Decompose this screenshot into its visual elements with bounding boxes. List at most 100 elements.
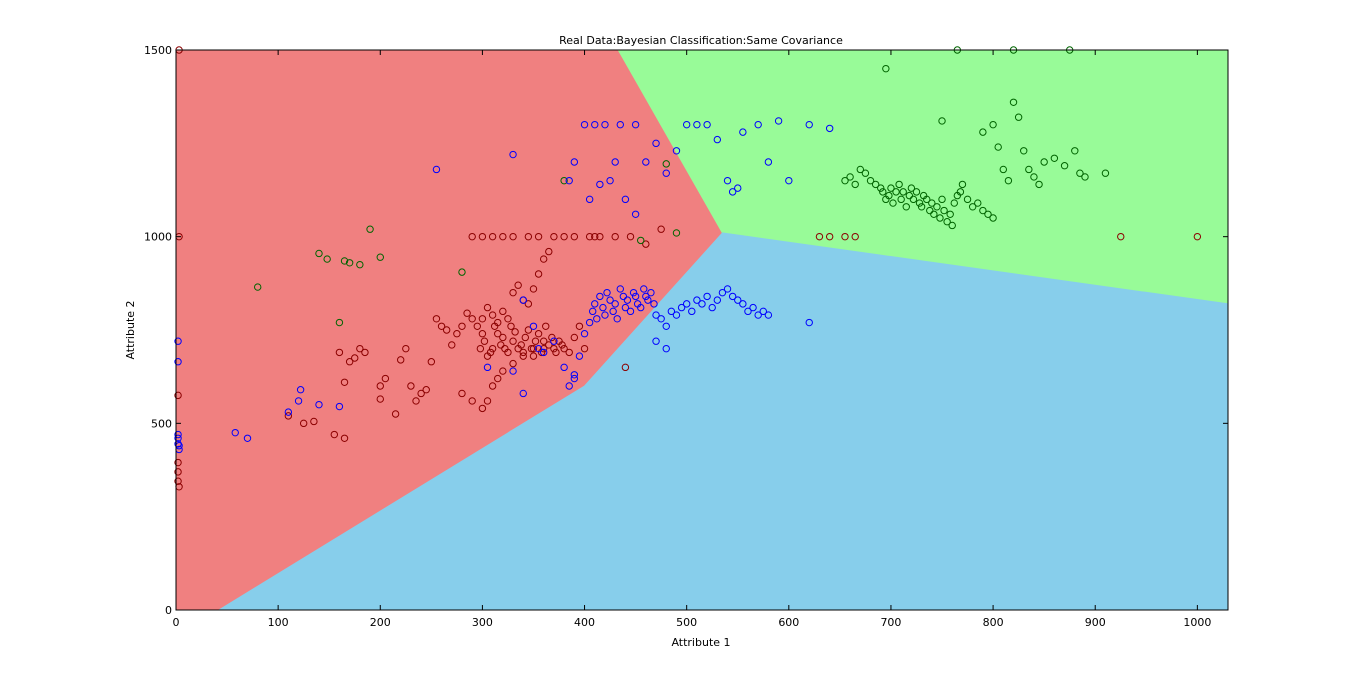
data-point <box>499 367 507 375</box>
data-point <box>662 344 670 353</box>
data-point <box>734 184 742 192</box>
data-point <box>895 180 903 189</box>
data-point <box>351 354 359 362</box>
data-point <box>984 210 992 218</box>
data-point <box>519 296 527 304</box>
data-point <box>1060 162 1069 170</box>
data-point <box>488 382 497 390</box>
y-axis-label: Attribute 2 <box>124 300 137 359</box>
data-point <box>609 307 617 316</box>
data-point <box>728 292 737 301</box>
data-point <box>596 292 604 301</box>
data-point <box>662 160 670 168</box>
data-point <box>861 169 870 177</box>
data-point <box>565 176 573 185</box>
data-point <box>652 337 660 345</box>
data-point <box>644 296 652 304</box>
data-point <box>589 307 597 316</box>
data-point <box>497 341 505 349</box>
data-point <box>754 120 762 129</box>
data-point <box>672 147 681 155</box>
data-point <box>912 188 921 196</box>
data-point <box>335 348 344 357</box>
data-point <box>437 322 446 330</box>
data-point <box>749 303 757 312</box>
data-point <box>494 330 502 338</box>
data-point <box>539 344 548 353</box>
data-point <box>488 344 497 353</box>
data-point <box>529 352 538 360</box>
data-point <box>596 180 604 189</box>
data-point <box>486 348 495 357</box>
data-point <box>856 165 865 174</box>
data-point <box>667 307 676 316</box>
data-point <box>174 458 182 467</box>
data-point <box>652 139 660 148</box>
data-point <box>335 318 344 327</box>
data-point <box>432 315 441 323</box>
data-point <box>948 221 956 230</box>
data-point <box>570 333 579 342</box>
data-point <box>531 337 540 345</box>
data-point <box>243 434 252 442</box>
data-point <box>548 333 556 342</box>
data-point <box>841 176 849 185</box>
data-point <box>524 326 533 334</box>
data-point <box>892 188 900 196</box>
data-point <box>1117 232 1125 241</box>
data-point <box>174 468 182 476</box>
data-point <box>570 374 579 383</box>
data-point <box>356 260 364 269</box>
data-point <box>616 120 624 129</box>
data-point <box>284 412 293 420</box>
data-point <box>427 358 436 366</box>
data-point <box>611 300 619 308</box>
data-point <box>657 225 665 233</box>
data-point <box>174 477 182 485</box>
data-point <box>231 428 239 437</box>
data-point <box>507 322 515 330</box>
data-point <box>509 232 517 241</box>
data-point <box>580 120 589 129</box>
chart-title: Real Data:Bayesian Classification:Same C… <box>559 34 843 47</box>
data-point <box>785 176 793 185</box>
data-point <box>693 120 701 129</box>
data-point <box>376 395 384 403</box>
data-point <box>356 344 364 353</box>
data-point <box>764 311 773 319</box>
data-point <box>688 307 696 316</box>
data-point <box>504 315 512 323</box>
data-point <box>575 352 584 360</box>
data-point <box>958 180 967 189</box>
data-point <box>391 410 400 418</box>
data-point <box>294 397 303 405</box>
data-point <box>509 359 517 368</box>
data-point <box>739 128 747 136</box>
data-point <box>545 341 553 349</box>
data-point <box>637 303 645 312</box>
data-point <box>585 232 594 241</box>
data-point <box>550 232 558 241</box>
data-point <box>905 191 914 200</box>
data-point <box>897 195 905 204</box>
data-point <box>458 322 466 330</box>
data-point <box>376 253 384 261</box>
data-point <box>703 292 711 301</box>
x-tick-label: 600 <box>778 616 799 629</box>
data-point <box>529 285 538 293</box>
data-point <box>759 307 767 316</box>
data-point <box>591 300 599 308</box>
data-point <box>882 64 890 73</box>
data-point <box>677 303 686 312</box>
data-point <box>917 203 926 211</box>
data-point <box>580 344 589 353</box>
data-point <box>956 188 965 196</box>
data-point <box>174 434 182 442</box>
data-point <box>432 165 441 174</box>
data-point <box>606 296 614 304</box>
x-tick-label: 100 <box>268 616 289 629</box>
x-tick-label: 0 <box>173 616 180 629</box>
data-point <box>488 232 497 241</box>
data-point <box>930 210 938 218</box>
data-point <box>468 232 476 241</box>
